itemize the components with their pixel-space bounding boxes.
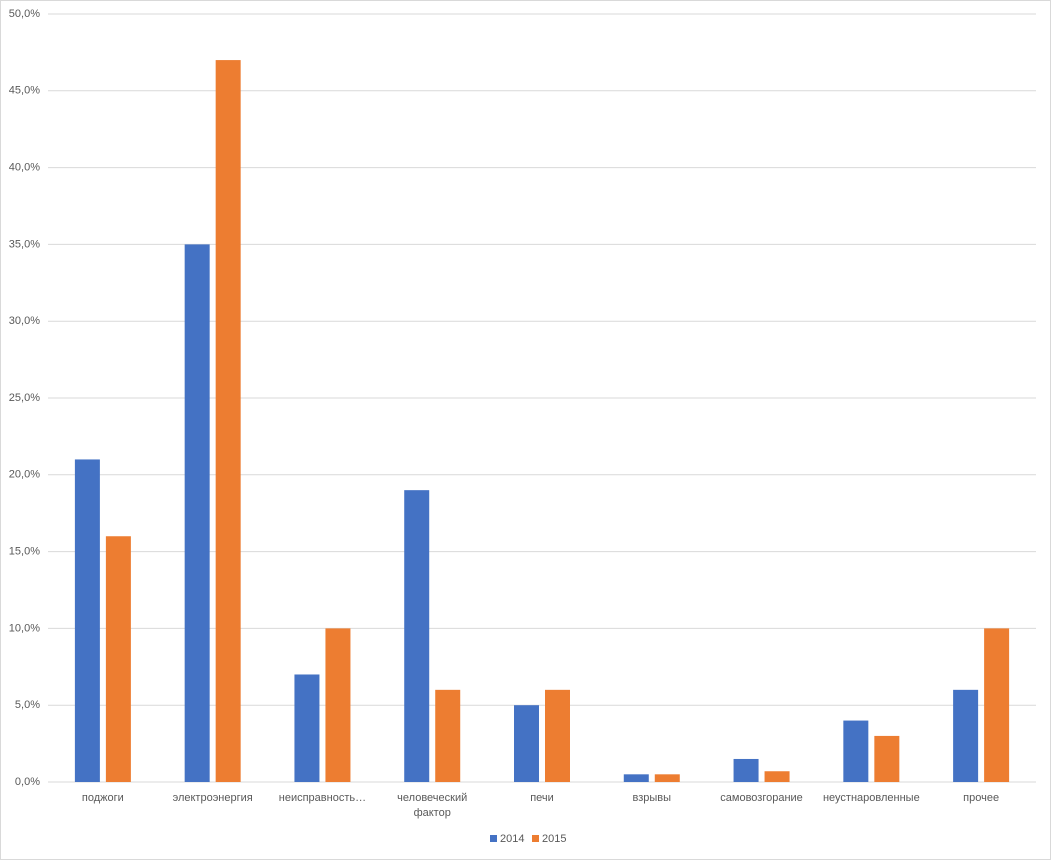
bar [984, 628, 1010, 782]
x-tick-label: неустнаровленные [822, 792, 920, 804]
y-tick-label: 5,0% [15, 699, 40, 711]
bar [874, 735, 900, 782]
bar [325, 628, 351, 782]
x-tick-label: самовозгорание [720, 792, 803, 804]
y-tick-label: 50,0% [9, 8, 40, 20]
legend-label: 2014 [500, 833, 524, 845]
x-tick-label: электроэнергия [172, 792, 253, 804]
bar [654, 774, 680, 782]
y-tick-label: 15,0% [9, 546, 40, 558]
y-tick-label: 20,0% [9, 469, 40, 481]
x-tick-label: печи [530, 792, 554, 804]
bar [953, 689, 979, 782]
legend-swatch [490, 835, 497, 842]
bar [623, 774, 649, 782]
y-tick-label: 45,0% [9, 85, 40, 97]
y-tick-label: 25,0% [9, 392, 40, 404]
bar [514, 705, 539, 782]
bar [404, 490, 430, 782]
x-tick-label: взрывы [632, 792, 672, 804]
bar [435, 689, 461, 782]
x-tick-label: поджоги [81, 792, 124, 804]
bar [843, 720, 869, 782]
legend-label: 2015 [542, 833, 566, 845]
bar [545, 689, 570, 782]
bar [294, 674, 320, 782]
y-tick-label: 35,0% [9, 238, 40, 250]
bar [733, 758, 759, 782]
y-tick-label: 30,0% [9, 315, 40, 327]
bar [215, 60, 241, 782]
y-tick-label: 40,0% [9, 162, 40, 174]
x-tick-label: неисправность… [278, 792, 367, 804]
y-tick-label: 10,0% [9, 622, 40, 634]
bar [105, 536, 131, 782]
bar [74, 459, 100, 782]
legend-swatch [532, 835, 539, 842]
x-tick-label: прочее [963, 792, 1000, 804]
y-tick-label: 0,0% [15, 776, 40, 788]
bar [184, 244, 210, 782]
bar [764, 771, 790, 782]
x-tick-label: человеческий фактор [397, 792, 468, 819]
